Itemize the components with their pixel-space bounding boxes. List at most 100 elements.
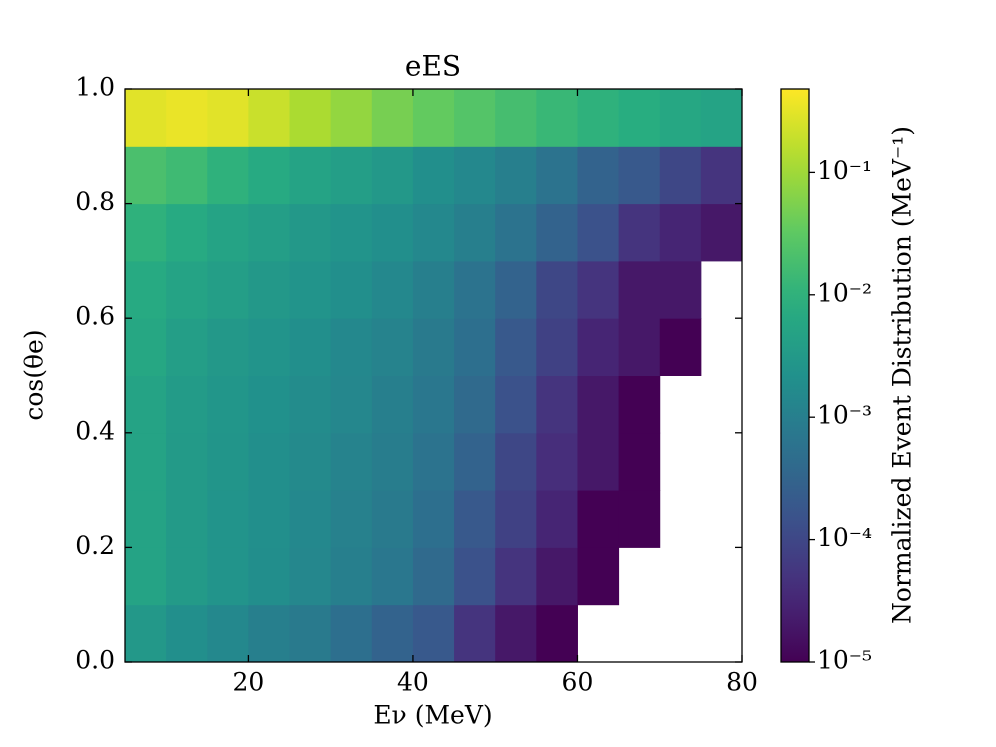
heatmap-cell — [371, 260, 414, 319]
heatmap-cell — [166, 146, 208, 205]
heatmap-cell — [125, 490, 167, 548]
heatmap-cell — [659, 89, 702, 147]
heatmap-cell — [536, 146, 578, 205]
heatmap-cell — [412, 432, 455, 491]
heatmap-cell — [495, 318, 537, 376]
chart-title: eES — [405, 50, 461, 83]
heatmap-cell — [495, 432, 537, 491]
heatmap-cell — [454, 547, 496, 606]
heatmap-cell — [618, 89, 661, 147]
heatmap-cell — [289, 203, 332, 262]
heatmap-cell — [371, 89, 414, 147]
heatmap-cell — [166, 490, 208, 548]
heatmap-cell — [330, 203, 373, 262]
heatmap-cell — [289, 260, 332, 319]
heatmap-cell — [454, 89, 496, 147]
heatmap-cell — [166, 318, 208, 376]
x-tick-label: 80 — [726, 668, 758, 697]
heatmap-cell — [577, 432, 620, 491]
heatmap-cell — [248, 146, 291, 205]
x-tick-label: 40 — [397, 668, 429, 697]
heatmap-cell — [659, 260, 702, 319]
heatmap-cell — [495, 490, 537, 548]
heatmap-cell — [207, 203, 249, 262]
heatmap-cell — [166, 260, 208, 319]
heatmap-cell — [371, 203, 414, 262]
colorbar-label: Normalized Event Distribution (MeV⁻¹) — [888, 126, 917, 624]
heatmap-cell — [330, 375, 373, 434]
heatmap-cell — [289, 375, 332, 434]
heatmap-cell — [371, 318, 414, 376]
heatmap-cell — [577, 260, 620, 319]
heatmap-cell — [412, 375, 455, 434]
heatmap-cell — [618, 375, 661, 434]
heatmap-cell — [412, 604, 455, 663]
heatmap-cell — [618, 146, 661, 205]
heatmap-cell — [659, 203, 702, 262]
y-axis-label: cos(θe) — [20, 329, 49, 420]
heatmap-cell — [371, 432, 414, 491]
heatmap-cell — [166, 604, 208, 663]
heatmap-cell — [536, 203, 578, 262]
heatmap-cell — [495, 375, 537, 434]
heatmap-cell — [371, 146, 414, 205]
heatmap-cell — [454, 260, 496, 319]
heatmap-cell — [289, 432, 332, 491]
heatmap-cell — [700, 146, 743, 205]
colorbar-tick-label: 10⁻³ — [817, 401, 872, 430]
y-tick-label: 1.0 — [75, 73, 115, 102]
heatmap-cell — [577, 375, 620, 434]
heatmap-cell — [207, 432, 249, 491]
heatmap-cell — [495, 146, 537, 205]
heatmap-cell — [166, 375, 208, 434]
heatmap-cell — [454, 203, 496, 262]
heatmap-cell — [330, 89, 373, 147]
plot-frame — [124, 88, 743, 663]
heatmap-cell — [330, 260, 373, 319]
heatmap-cell — [536, 89, 578, 147]
heatmap-cell — [536, 318, 578, 376]
heatmap-cell — [248, 203, 291, 262]
heatmap-cell — [125, 146, 167, 205]
heatmap-cell — [412, 490, 455, 548]
colorbar-tick-label: 10⁻² — [817, 278, 872, 307]
colorbar-tick-label: 10⁻⁴ — [817, 523, 872, 552]
heatmap-cell — [330, 146, 373, 205]
y-tick-label: 0.8 — [75, 187, 115, 216]
heatmap-cell — [207, 89, 249, 147]
y-tick-label: 0.4 — [75, 416, 115, 445]
colorbar — [780, 88, 810, 663]
heatmap-cell — [207, 375, 249, 434]
heatmap-cell — [207, 490, 249, 548]
heatmap-cell — [330, 547, 373, 606]
heatmap-cell — [577, 89, 620, 147]
heatmap-cell — [125, 547, 167, 606]
colorbar-tick-label: 10⁻⁵ — [817, 646, 872, 675]
heatmap — [125, 89, 743, 663]
heatmap-cell — [166, 89, 208, 147]
heatmap-cell — [125, 89, 167, 147]
heatmap-cell — [125, 375, 167, 434]
x-tick-label: 20 — [232, 668, 264, 697]
heatmap-cell — [700, 89, 743, 147]
heatmap-cell — [536, 375, 578, 434]
heatmap-cell — [618, 432, 661, 491]
heatmap-cell — [536, 432, 578, 491]
heatmap-cell — [289, 604, 332, 663]
heatmap-cell — [454, 604, 496, 663]
heatmap-cell — [371, 490, 414, 548]
heatmap-cell — [289, 318, 332, 376]
heatmap-cell — [412, 203, 455, 262]
heatmap-cell — [248, 318, 291, 376]
heatmap-cell — [289, 146, 332, 205]
heatmap-cell — [618, 260, 661, 319]
heatmap-cell — [536, 604, 578, 663]
y-tick-label: 0.0 — [75, 646, 115, 675]
heatmap-cell — [330, 432, 373, 491]
heatmap-cell — [412, 146, 455, 205]
heatmap-cell — [412, 260, 455, 319]
heatmap-cell — [125, 432, 167, 491]
heatmap-cell — [495, 604, 537, 663]
heatmap-cell — [330, 318, 373, 376]
heatmap-cell — [207, 604, 249, 663]
